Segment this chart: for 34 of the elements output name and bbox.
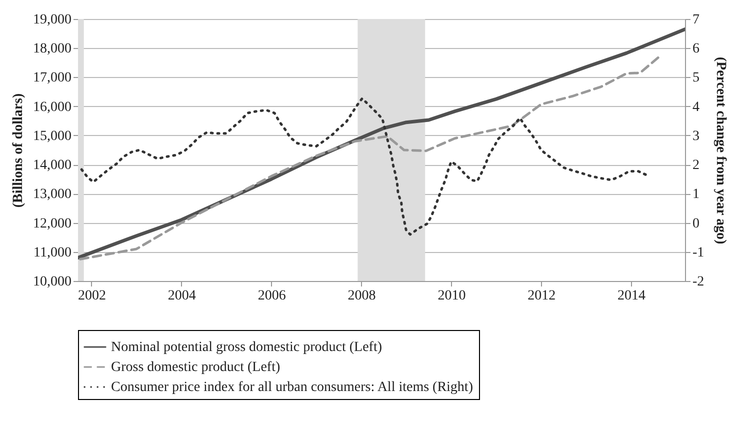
y2-tick-label: -1 — [692, 245, 704, 260]
line-series — [79, 56, 660, 260]
y2-tick-label: 3 — [692, 128, 700, 144]
y2-tick-label: 4 — [692, 100, 700, 115]
legend-label: Nominal potential gross domestic product (Left) — [111, 340, 382, 355]
y-tick-label: 17,000 — [33, 70, 72, 86]
y-tick-label: 19,000 — [33, 12, 72, 28]
y2-tick-label: 7 — [692, 12, 700, 28]
x-tick-label: 2002 — [78, 288, 106, 304]
y2-tick-label: 1 — [692, 187, 700, 202]
y-tick-label: 10,000 — [33, 274, 72, 290]
legend-label: Gross domestic product (Left) — [111, 360, 280, 375]
x-tick-label: 2004 — [168, 288, 196, 304]
y2-tick-label: 2 — [692, 158, 700, 174]
y-tick-label: 14,000 — [33, 158, 72, 174]
y-tick-label: 13,000 — [33, 187, 72, 202]
x-tick-label: 2008 — [348, 288, 376, 304]
y2-tick-label: -2 — [692, 274, 704, 290]
x-tick-label: 2010 — [438, 288, 466, 304]
y-tick-label: 12,000 — [33, 216, 72, 232]
y2-tick-label: 6 — [692, 42, 700, 57]
y-tick-label: 11,000 — [34, 245, 72, 260]
y-axis-title: (Billions of dollars) — [11, 92, 26, 208]
x-tick-label: 2006 — [258, 288, 286, 304]
y-tick-label: 18,000 — [33, 42, 72, 57]
y2-axis-title: (Percent change from year ago) — [713, 56, 728, 245]
y-tick-label: 16,000 — [33, 100, 72, 115]
y2-tick-label: 0 — [692, 216, 700, 232]
line-series — [80, 97, 648, 236]
y-tick-label: 15,000 — [33, 128, 72, 144]
x-tick-label: 2014 — [618, 288, 646, 304]
legend-label: Consumer price index for all urban consumers: All items (Right) — [111, 380, 474, 395]
y2-tick-label: 5 — [692, 70, 700, 86]
x-tick-label: 2012 — [528, 288, 556, 304]
